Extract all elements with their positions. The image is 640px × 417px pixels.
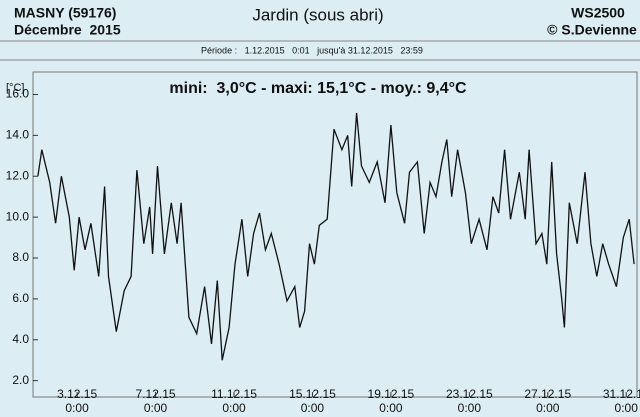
month: Décembre 2015 — [14, 22, 121, 38]
y-tick-label: 8.0 — [12, 250, 29, 264]
x-tick-label: 7.12.15 0:00 — [135, 387, 176, 415]
x-tick-label: 19.12.15 0:00 — [367, 387, 415, 415]
station: MASNY (59176) — [14, 5, 116, 21]
y-tick-label: 16.0 — [6, 87, 30, 101]
plot-frame — [32, 71, 638, 398]
x-tick-label: 27.12.15 0:00 — [524, 387, 572, 415]
y-tick-label: 14.0 — [6, 128, 30, 142]
annotation: mini: 3,0°C - maxi: 15,1°C - moy.: 9,4°C — [169, 80, 467, 97]
y-tick-label: 2.0 — [12, 373, 29, 387]
period: Période : 1.12.2015 0:01 jusqu'à 31.12.2… — [201, 45, 423, 55]
x-tick-label: 15.12.15 0:00 — [289, 387, 336, 415]
model: WS2500 — [571, 5, 625, 21]
x-tick-label: 11.12.15 0:00 — [211, 387, 257, 415]
x-tick-label: 31.12.15 0:00 — [602, 387, 640, 415]
y-tick-label: 4.0 — [12, 332, 29, 346]
x-tick-label: 23.12.15 0:00 — [445, 387, 493, 415]
y-tick-label: 12.0 — [6, 168, 30, 182]
copyright: © S.Devienne — [547, 22, 637, 38]
y-axis-label: [°C] — [6, 82, 24, 94]
temperature-line — [37, 112, 635, 361]
y-tick-label: 10.0 — [6, 209, 30, 223]
x-tick-label: 3.12.15 0:00 — [57, 387, 98, 415]
chart-title: Jardin (sous abri) — [252, 5, 383, 24]
y-tick-label: 6.0 — [12, 291, 29, 305]
